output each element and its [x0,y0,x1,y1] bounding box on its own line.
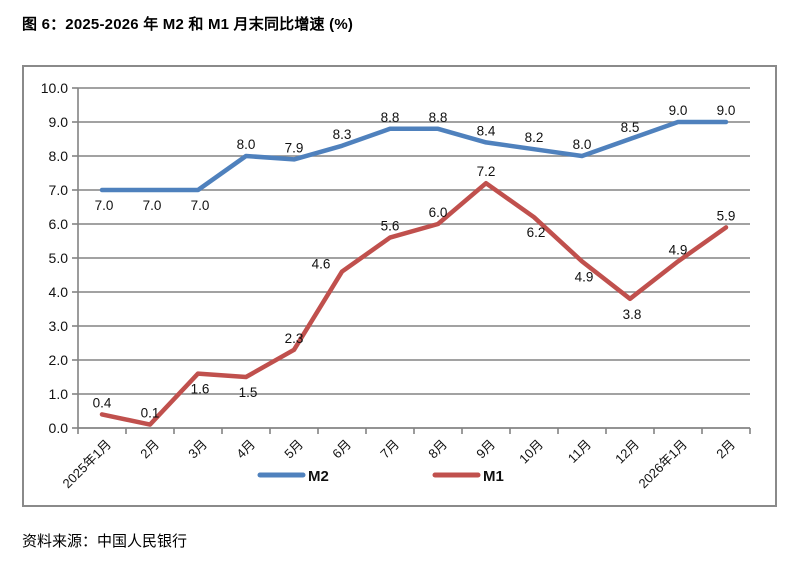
data-label-m2: 8.4 [477,123,496,138]
y-tick-label: 9.0 [49,114,69,130]
x-tick-label: 8月 [425,437,450,462]
x-tick-label: 4月 [233,437,258,462]
data-label-m2: 7.0 [143,198,162,213]
y-tick-label: 2.0 [49,352,69,368]
y-tick-label: 4.0 [49,284,69,300]
data-label-m2: 7.0 [191,198,210,213]
data-label-m1: 4.9 [669,242,688,257]
y-tick-label: 0.0 [49,420,69,436]
x-tick-label: 3月 [185,437,210,462]
data-label-m2: 9.0 [717,103,736,118]
legend-label-m2: M2 [308,468,329,485]
series-line-m2 [99,119,729,193]
data-label-m2: 7.9 [285,140,304,155]
data-label-m1: 0.4 [93,395,112,410]
data-label-m1: 0.1 [141,406,160,421]
x-tick-label: 5月 [281,437,306,462]
y-tick-label: 7.0 [49,182,69,198]
data-label-m2: 8.0 [573,137,592,152]
y-tick-label: 3.0 [49,318,69,334]
data-label-m1: 5.9 [717,208,736,223]
data-label-m2: 8.5 [621,120,640,135]
data-label-m1: 3.8 [623,307,642,322]
data-label-m2: 8.0 [237,137,256,152]
data-label-m1: 6.2 [527,225,546,240]
x-tick-label: 12月 [612,437,642,467]
y-tick-label: 1.0 [49,386,69,402]
data-label-m1: 4.6 [312,257,331,272]
line-chart: 0.0 1.0 2.0 3.0 4.0 5.0 6.0 7.0 8.0 9.0 10.0 2025年1… [41,80,751,492]
data-label-m2: 8.2 [525,130,544,145]
x-tick-label: 2月 [713,437,738,462]
figure-title: 图 6：2025-2026 年 M2 和 M1 月末同比增速 (%) [22,16,354,33]
data-label-m1: 4.9 [575,269,594,284]
data-label-m2: 7.0 [95,198,114,213]
legend-label-m1: M1 [483,468,504,485]
data-label-m1: 6.0 [429,205,448,220]
x-tick-label: 2026年1月 [636,437,691,492]
source-note: 资料来源：中国人民银行 [22,533,188,550]
x-tick-label: 2025年1月 [60,437,115,492]
y-tick-label: 5.0 [49,250,69,266]
x-tick-label: 2月 [137,437,162,462]
y-tick-label: 8.0 [49,148,69,164]
y-tick-label: 10.0 [41,80,68,96]
data-label-m1: 2.3 [285,331,304,346]
data-label-m1: 7.2 [477,164,496,179]
series-line-m1 [99,180,729,427]
data-label-m1: 5.6 [381,219,400,234]
x-tick-label: 9月 [473,437,498,462]
y-tick-label: 6.0 [49,216,69,232]
x-tick-label: 7月 [377,437,402,462]
data-label-m2: 8.3 [333,127,352,142]
x-tick-label: 10月 [516,437,546,467]
data-label-m2: 9.0 [669,103,688,118]
data-label-m1: 1.5 [239,385,258,400]
chart-frame: 0.0 1.0 2.0 3.0 4.0 5.0 6.0 7.0 8.0 9.0 10.0 2025年1… [22,65,777,507]
x-tick-label: 11月 [565,437,594,466]
x-tick-label: 6月 [329,437,354,462]
data-label-m2: 8.8 [381,110,400,125]
data-label-m1: 1.6 [191,382,210,397]
data-label-m2: 8.8 [429,110,448,125]
